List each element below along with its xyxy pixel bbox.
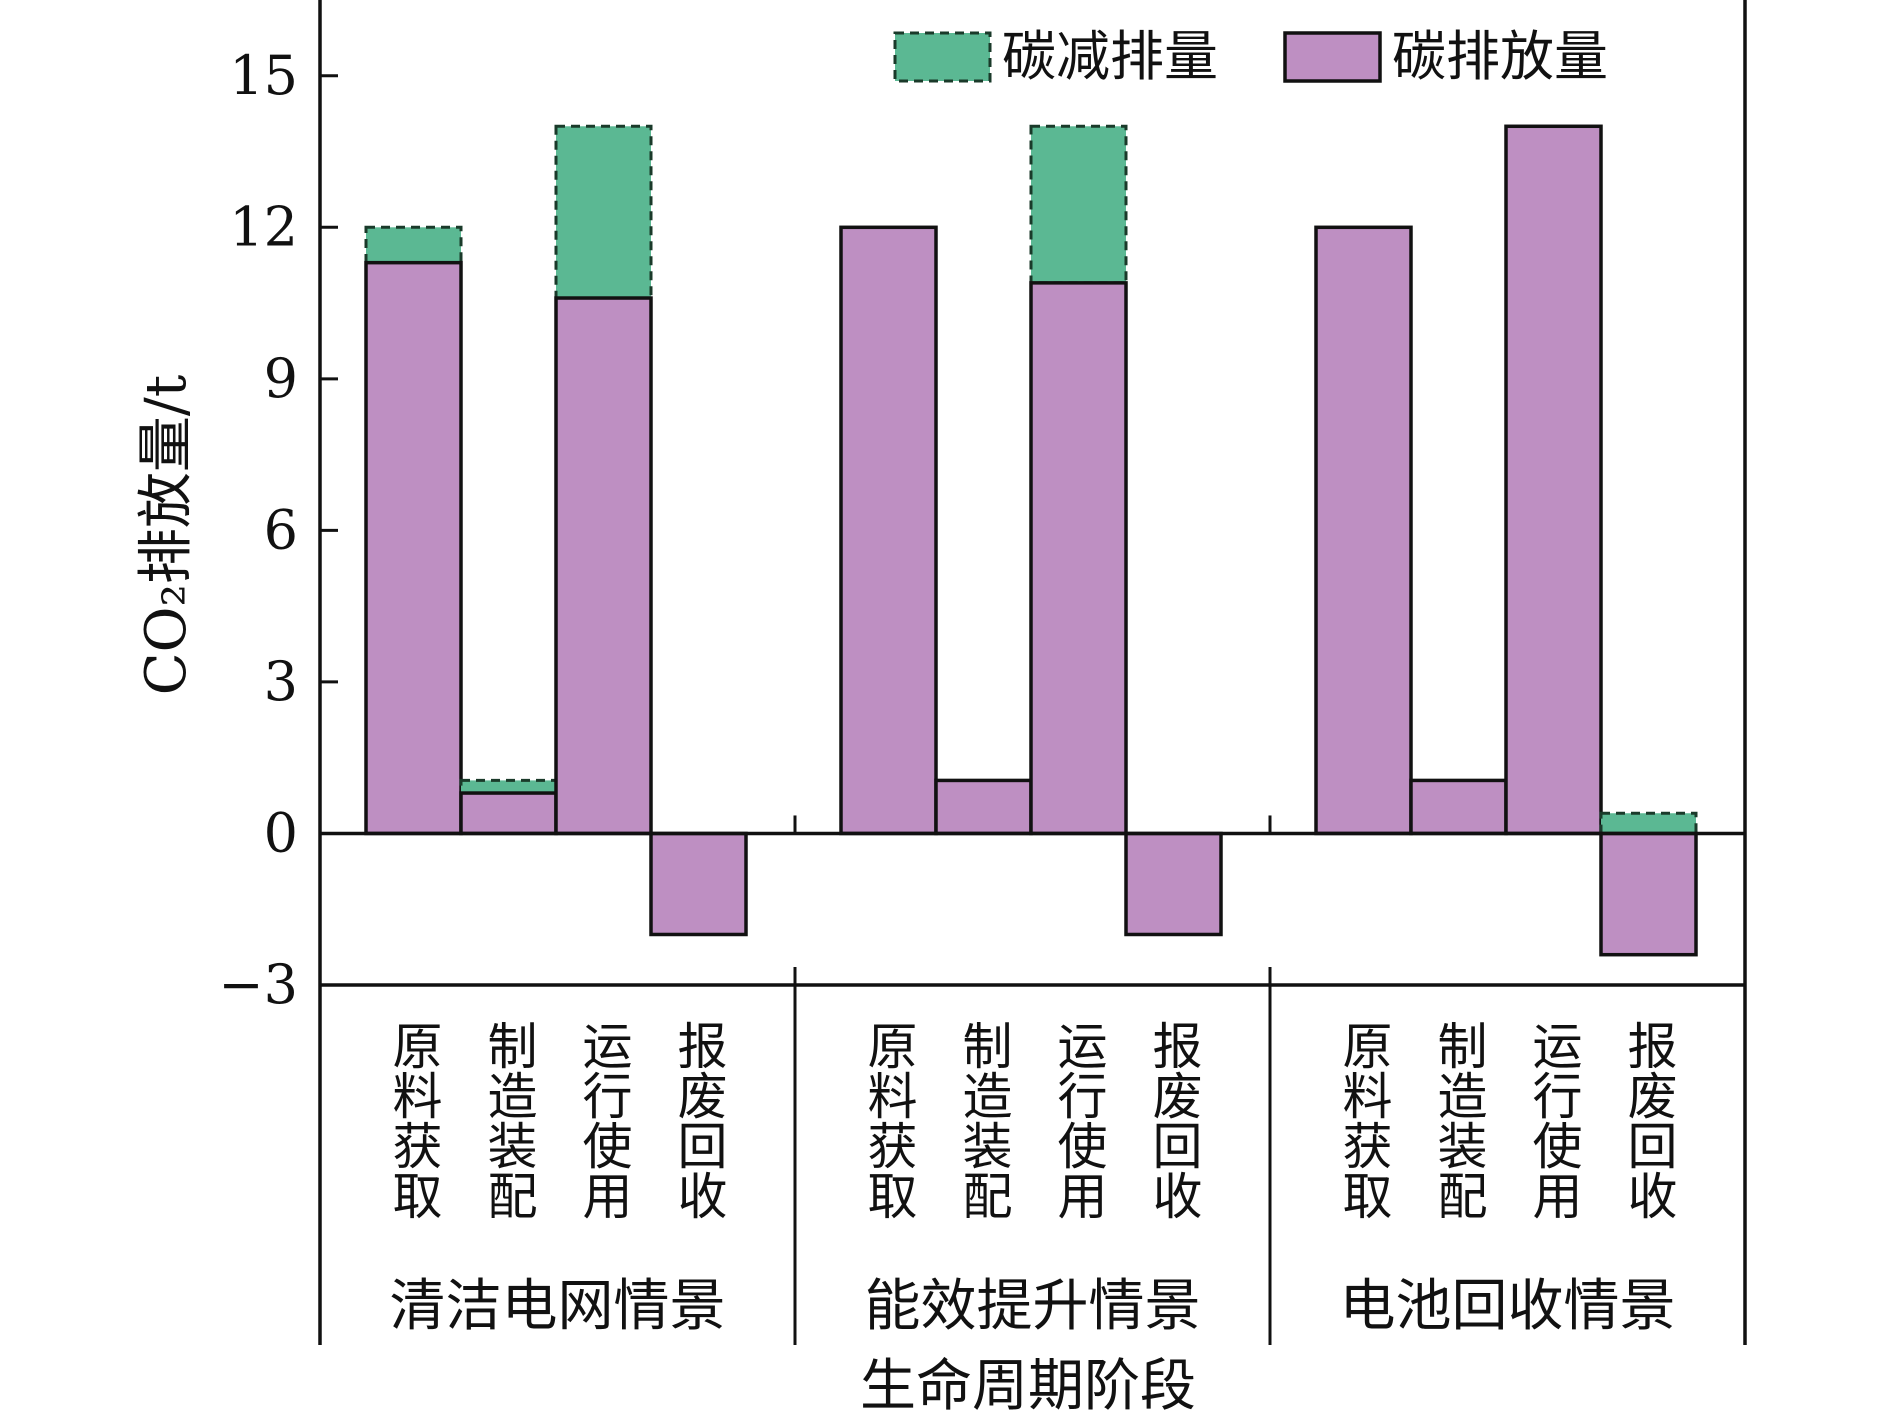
y-tick-label: 6: [264, 498, 298, 561]
y-tick-label: 0: [264, 801, 298, 864]
category-label: 制造装配: [1430, 1020, 1488, 1220]
emission-bar: [1504, 124, 1603, 836]
emission-bar: [839, 225, 938, 836]
y-tick-label: 3: [264, 650, 298, 713]
reduction-bar: [364, 225, 463, 265]
category-label: 运行使用: [1525, 1020, 1583, 1220]
y-axis-title: CO₂排放量/t: [134, 374, 199, 695]
y-tick-label: 15: [229, 44, 298, 107]
reduction-bar: [1599, 811, 1698, 835]
category-label: 报废回收: [1145, 1020, 1203, 1220]
group-label: 能效提升情景: [865, 1274, 1201, 1339]
emission-bar: [554, 296, 653, 836]
x-axis-title: 生命周期阶段: [860, 1354, 1196, 1416]
reduction-bar: [554, 124, 653, 300]
emission-bar: [1409, 778, 1508, 836]
emission-bar: [1029, 281, 1128, 836]
category-label: 原料获取: [385, 1020, 443, 1220]
legend-swatch-reduction: [893, 31, 992, 83]
reduction-bar: [459, 778, 558, 795]
legend-label-reduction: 碳减排量: [1002, 25, 1218, 88]
category-label: 运行使用: [575, 1020, 633, 1220]
category-label: 制造装配: [480, 1020, 538, 1220]
category-label: 原料获取: [1335, 1020, 1393, 1220]
category-label: 制造装配: [955, 1020, 1013, 1220]
axes: [318, 0, 1747, 1345]
category-label: 运行使用: [1050, 1020, 1108, 1220]
category-label: 原料获取: [860, 1020, 918, 1220]
reduction-bar: [1029, 124, 1128, 285]
y-tick-label: 9: [264, 347, 298, 410]
legend-swatch-emission: [1283, 31, 1382, 83]
y-tick-label: −3: [218, 953, 298, 1016]
plot-area: [364, 124, 1698, 957]
emission-bar: [364, 260, 463, 836]
group-label: 电池回收情景: [1340, 1274, 1676, 1339]
legend: 碳减排量 碳排放量: [893, 25, 1608, 88]
y-tick-label: 12: [229, 195, 298, 258]
emission-bar: [1314, 225, 1413, 836]
group-label: 清洁电网情景: [390, 1274, 726, 1339]
legend-label-emission: 碳排放量: [1392, 25, 1608, 88]
emission-bar: [934, 778, 1033, 836]
emission-bar: [1599, 831, 1698, 957]
category-label: 报废回收: [670, 1020, 728, 1220]
emission-bar: [1124, 831, 1223, 937]
emission-bar: [459, 791, 558, 836]
category-label: 报废回收: [1620, 1020, 1678, 1220]
emission-bar: [649, 831, 748, 937]
